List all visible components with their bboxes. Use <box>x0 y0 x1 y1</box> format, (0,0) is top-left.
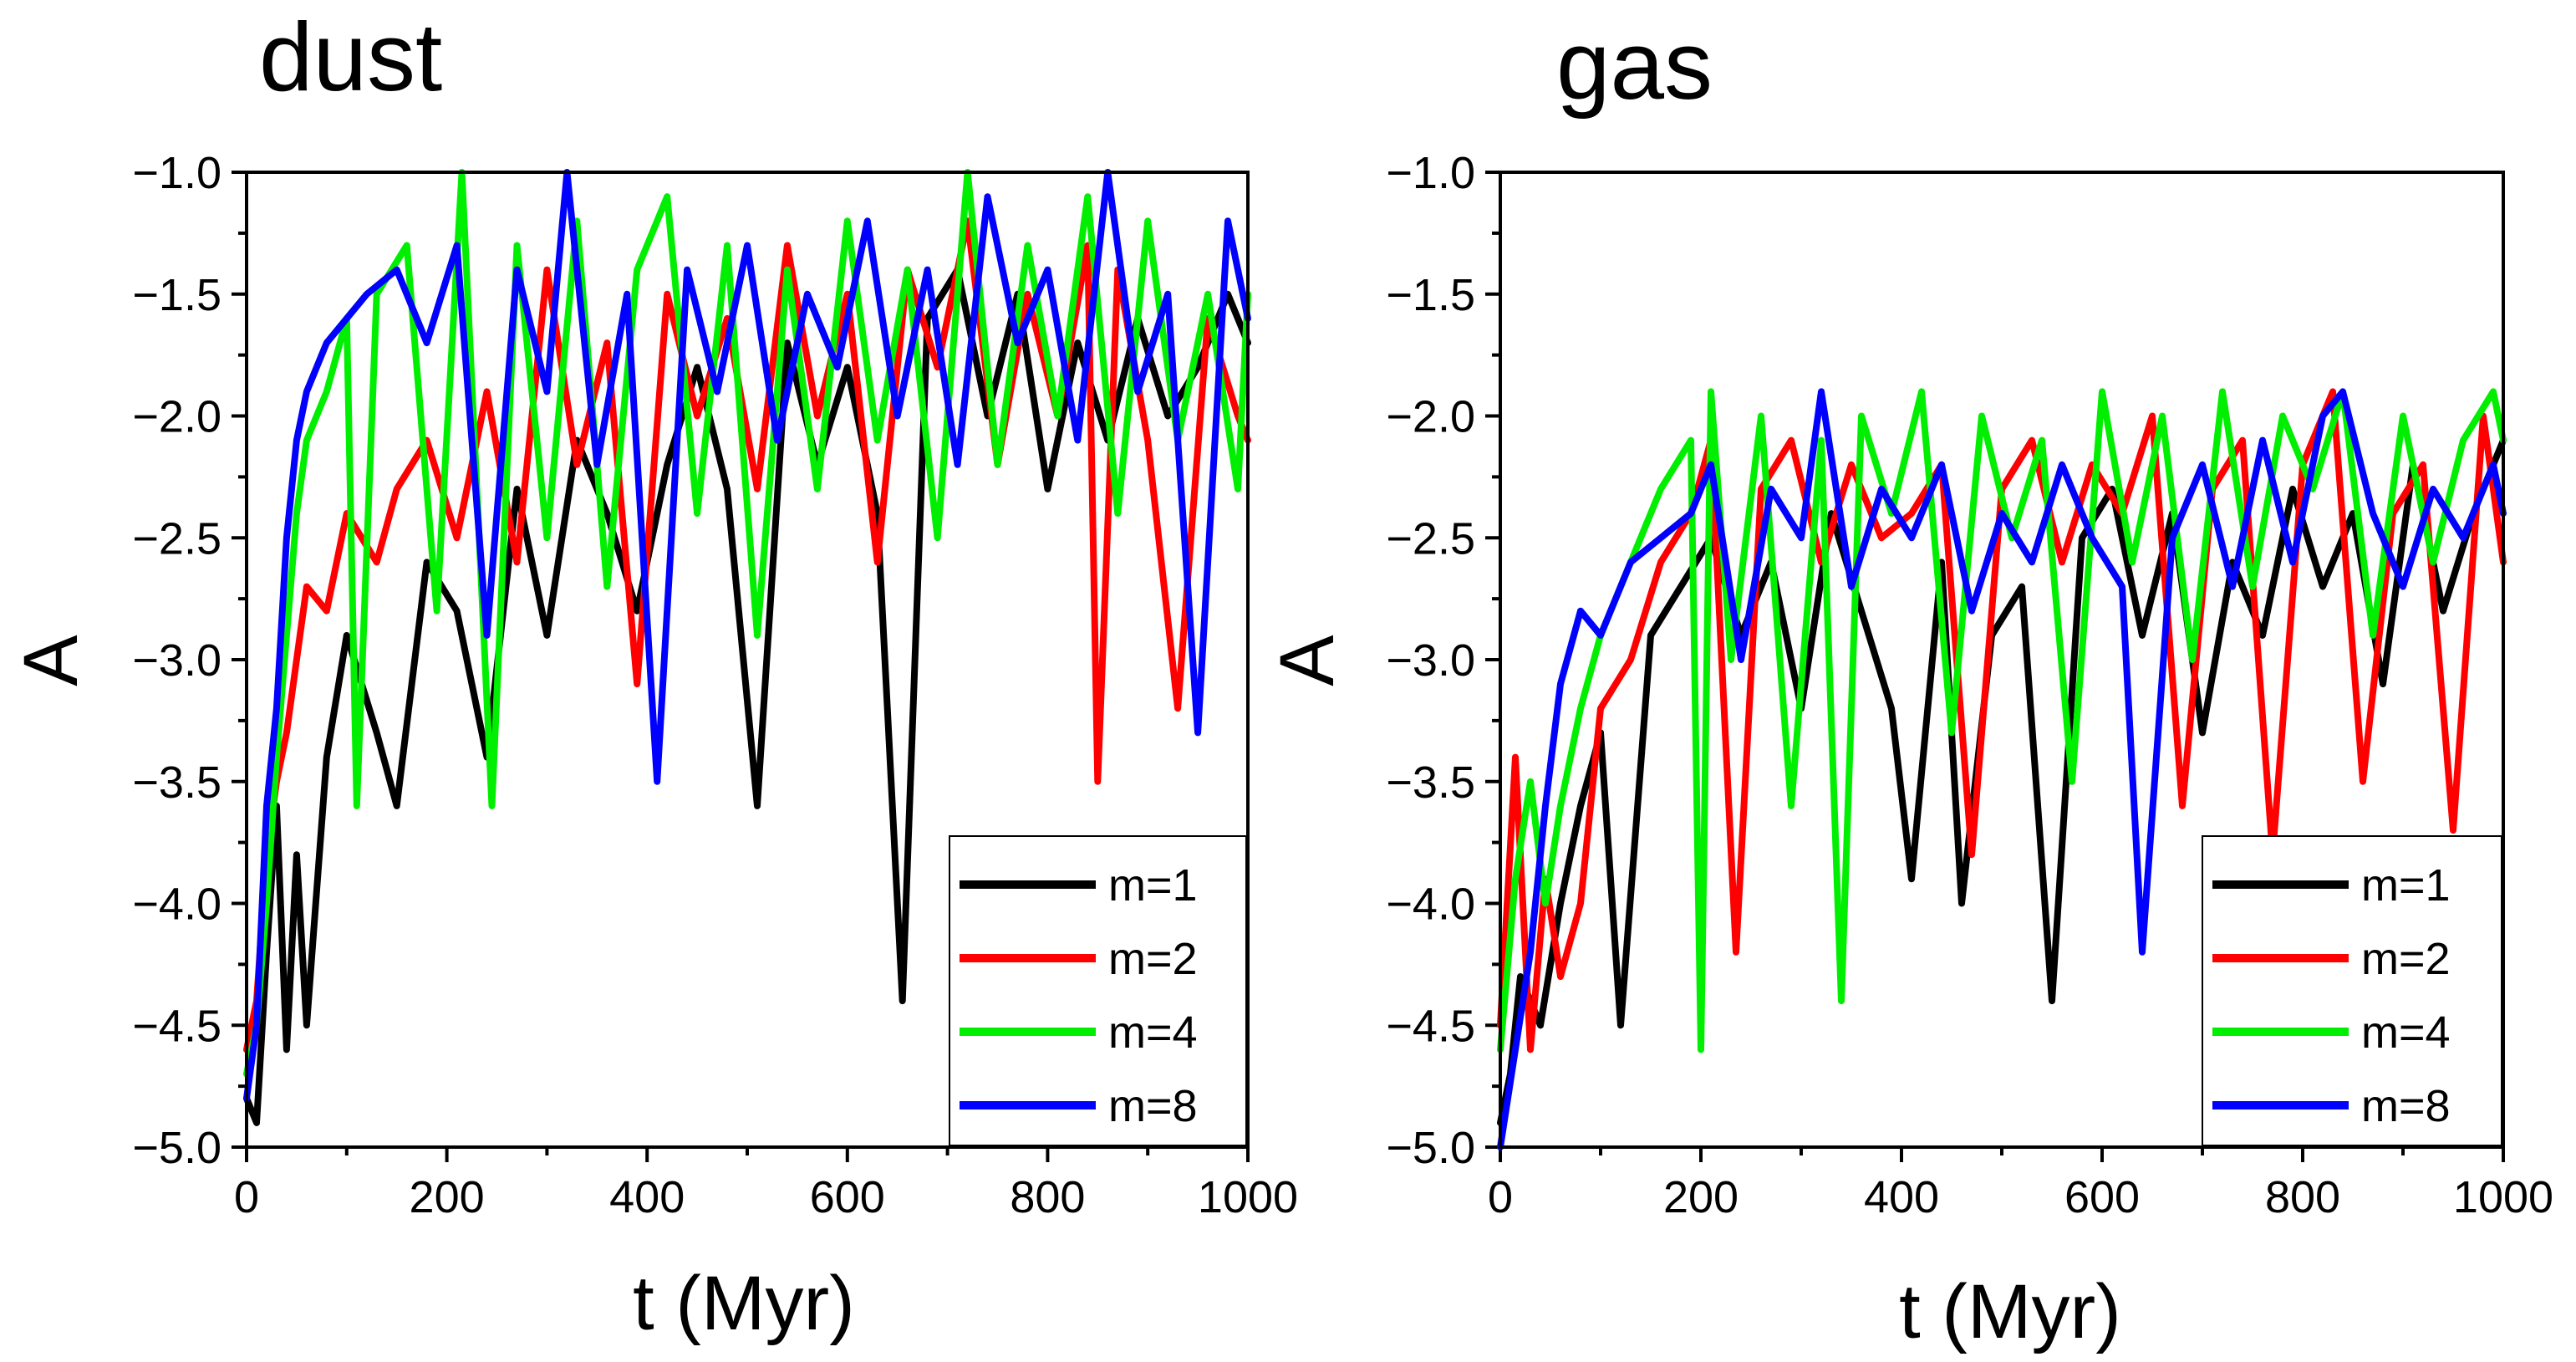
dust-x-tick-label: 200 <box>410 1172 485 1222</box>
dust-x-tick-label: 400 <box>609 1172 685 1222</box>
dust-legend-label: m=8 <box>1108 1081 1198 1131</box>
gas-legend-label: m=8 <box>2361 1081 2451 1131</box>
dust-y-tick-label: −2.0 <box>132 392 221 442</box>
gas-panel-title: gas <box>1556 11 1713 120</box>
dust-panel: dust A t (Myr) 0 200 400 600 800 1000 −1.0 −1.5… <box>8 3 1298 1346</box>
gas-series-m-8 <box>1497 388 2507 1150</box>
dust-x-axis-label: t (Myr) <box>633 1261 855 1346</box>
dust-ticks: 0 200 400 600 800 1000 −1.0 −1.5 −2.0 −2.5 −3.0 −3.… <box>132 148 1298 1222</box>
gas-x-tick-label: 1000 <box>2453 1172 2553 1222</box>
gas-x-tick-label: 400 <box>1864 1172 1939 1222</box>
gas-legend: m=1 m=2 m=4 m=8 <box>2202 835 2502 1146</box>
gas-x-tick-label: 0 <box>1488 1172 1513 1222</box>
dust-y-tick-label: −4.5 <box>132 1001 221 1051</box>
dust-y-tick-label: −5.0 <box>132 1123 221 1173</box>
gas-y-tick-label: −3.0 <box>1386 635 1475 686</box>
dust-y-tick-label: −2.5 <box>132 513 221 564</box>
gas-x-tick-label: 200 <box>1663 1172 1739 1222</box>
dust-y-axis-label: A <box>8 635 94 686</box>
gas-y-tick-label: −4.0 <box>1386 880 1475 930</box>
gas-y-tick-label: −1.0 <box>1386 148 1475 198</box>
dust-series-m-1 <box>243 266 1251 1126</box>
dust-series-m-2 <box>243 217 1251 1053</box>
gas-y-tick-label: −2.5 <box>1386 513 1475 564</box>
dust-y-tick-label: −3.5 <box>132 758 221 808</box>
dust-series-m-4 <box>243 169 1251 1078</box>
gas-legend-label: m=4 <box>2361 1007 2451 1058</box>
gas-legend-label: m=2 <box>2361 934 2451 984</box>
gas-ticks: 0 200 400 600 800 1000 −1.0 −1.5 −2.0 −2.5 −3.0 −3.… <box>1386 148 2553 1222</box>
dust-plot-frame <box>245 171 1250 1149</box>
gas-x-tick-label: 600 <box>2064 1172 2140 1222</box>
dust-legend-label: m=4 <box>1108 1007 1198 1058</box>
gas-plot-frame <box>1499 171 2505 1149</box>
gas-panel: gas A t (Myr) 0 200 400 600 800 1000 −1.0 −1.5 −… <box>1265 11 2553 1354</box>
gas-x-axis-label: t (Myr) <box>1899 1269 2121 1354</box>
gas-y-axis-label: A <box>1265 635 1350 686</box>
gas-y-tick-label: −1.5 <box>1386 270 1475 320</box>
gas-y-tick-label: −3.5 <box>1386 758 1475 808</box>
gas-y-tick-label: −4.5 <box>1386 1001 1475 1051</box>
dust-panel-title: dust <box>259 3 442 111</box>
dust-x-tick-label: 600 <box>810 1172 885 1222</box>
dust-legend-label: m=2 <box>1108 934 1198 984</box>
dust-y-tick-label: −3.0 <box>132 635 221 686</box>
dust-y-tick-label: −4.0 <box>132 880 221 930</box>
dust-series-m-8 <box>243 169 1251 1102</box>
gas-y-tick-label: −2.0 <box>1386 392 1475 442</box>
dust-x-tick-label: 1000 <box>1198 1172 1298 1222</box>
dust-legend: m=1 m=2 m=4 m=8 <box>949 835 1247 1146</box>
dust-x-tick-label: 800 <box>1010 1172 1085 1222</box>
dust-series <box>243 169 1251 1126</box>
dust-y-tick-label: −1.5 <box>132 270 221 320</box>
gas-series <box>1497 388 2507 1150</box>
gas-legend-label: m=1 <box>2361 860 2451 911</box>
dust-legend-label: m=1 <box>1108 860 1198 911</box>
dust-y-tick-label: −1.0 <box>132 148 221 198</box>
dust-x-tick-label: 0 <box>234 1172 259 1222</box>
gas-y-tick-label: −5.0 <box>1386 1123 1475 1173</box>
gas-x-tick-label: 800 <box>2265 1172 2340 1222</box>
